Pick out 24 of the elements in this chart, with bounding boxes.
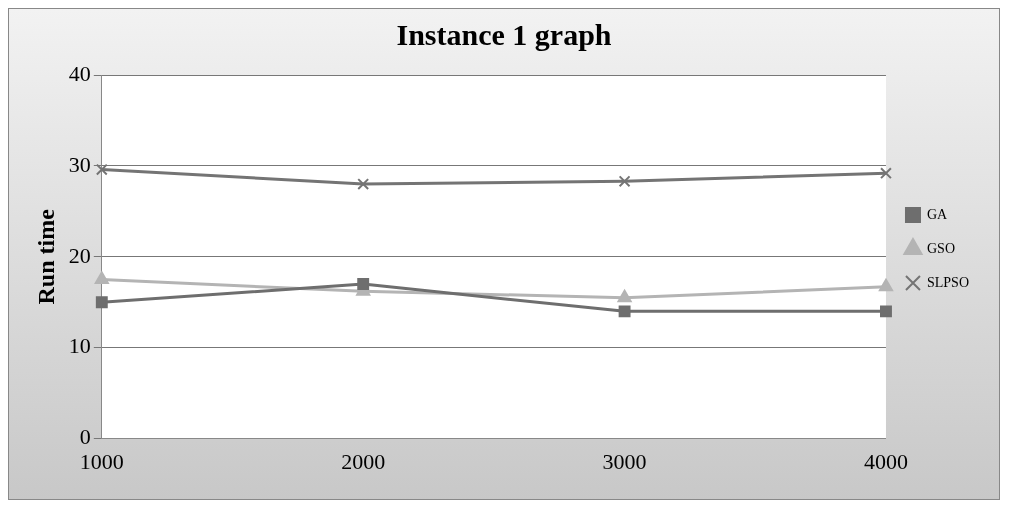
point (357, 178, 370, 191)
y-axis-title: Run time (32, 208, 59, 305)
x-tick-label: 3000 (602, 448, 647, 474)
x-tick-label: 2000 (341, 448, 386, 474)
x-tick-label: 4000 (863, 448, 908, 474)
point (357, 278, 370, 291)
point (880, 167, 892, 180)
chart-title: Instance 1 graph (396, 17, 612, 51)
point (880, 305, 892, 318)
point (94, 271, 109, 285)
y-tick-label: 0 (79, 424, 91, 450)
legend-label: GA (926, 206, 949, 222)
point (617, 289, 632, 303)
y-tick-label: 20 (68, 242, 91, 268)
y-tick-label: 30 (68, 151, 91, 177)
point (878, 278, 894, 292)
legend-label: GSO (926, 240, 955, 256)
y-tick-label: 10 (68, 333, 91, 359)
point (618, 305, 631, 318)
y-tick-label: 40 (68, 60, 91, 86)
x-tick-label: 1000 (79, 448, 124, 474)
legend-label: SLPSO (926, 274, 970, 290)
point (95, 296, 108, 309)
point (618, 175, 631, 188)
